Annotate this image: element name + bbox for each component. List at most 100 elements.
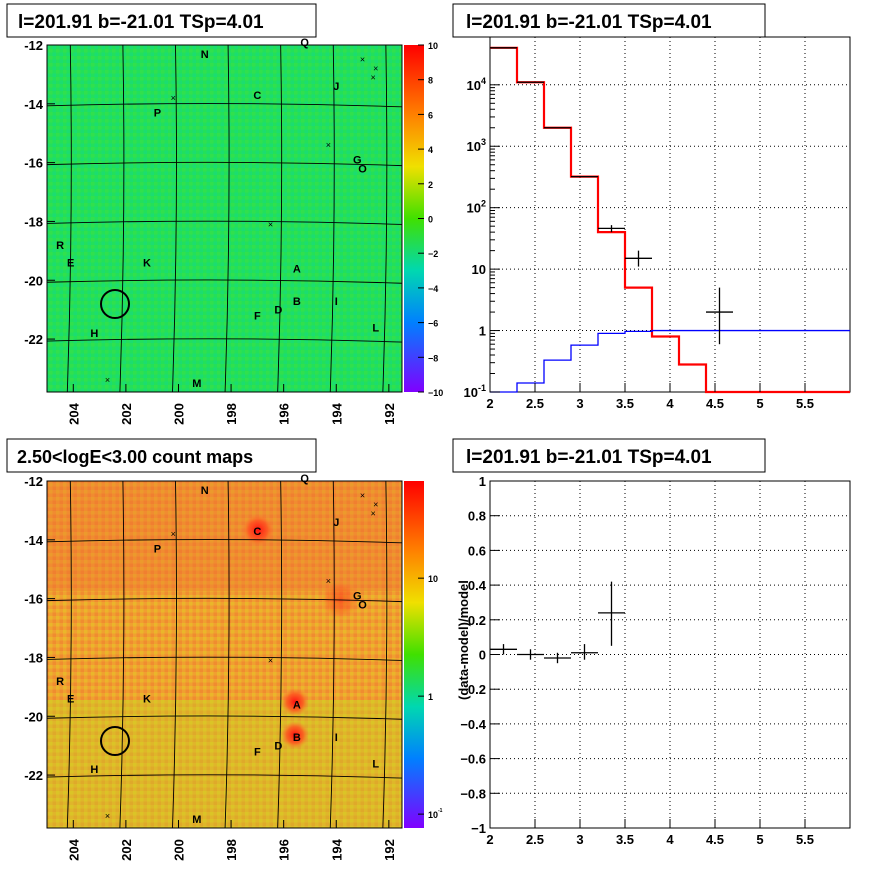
map-grid-meridian — [119, 44, 125, 393]
colorbar-tick-label: −2 — [428, 249, 438, 259]
spectrum-series — [490, 46, 850, 394]
point-source-marker: × — [373, 64, 378, 74]
x-tick-label: 2 — [486, 396, 493, 411]
point-source-marker: × — [370, 72, 375, 82]
title-box-top-left: l=201.91 b=-21.01 TSp=4.01 — [6, 3, 317, 38]
y-tick-label: −0.2 — [460, 682, 486, 697]
map-x-tick-label: 200 — [171, 403, 186, 425]
source-label: N — [201, 49, 209, 61]
source-label: H — [90, 328, 98, 340]
map-grid-parallel — [46, 715, 403, 720]
colorbar-tick-label: 8 — [428, 76, 433, 86]
source-label: A — [293, 699, 301, 711]
x-tick-label: 3.5 — [616, 832, 634, 847]
x-tick-label: 4 — [666, 396, 674, 411]
title-top-right: l=201.91 b=-21.01 TSp=4.01 — [466, 12, 712, 33]
map-x-tick-label: 198 — [224, 839, 239, 861]
map-x-tick-label: 196 — [277, 403, 292, 425]
title-box-top-right: l=201.91 b=-21.01 TSp=4.01 — [452, 3, 766, 38]
map-x-tick-label: 196 — [277, 839, 292, 861]
map-y-tick-label: -16 — [24, 156, 43, 171]
colorbar-tick-label: 10-1 — [428, 808, 443, 820]
point-source-marker: × — [373, 500, 378, 510]
source-label: E — [67, 694, 74, 706]
source-label: A — [293, 263, 301, 275]
map-grid-meridian — [172, 480, 177, 829]
source-label: C — [253, 90, 261, 102]
colorbar-tick-label: 10 — [428, 574, 438, 584]
map-grid-meridian — [382, 480, 388, 829]
map-y-tick-label: -12 — [24, 38, 43, 53]
source-label: P — [154, 108, 161, 120]
x-tick-label: 4.5 — [706, 832, 724, 847]
map-grid-parallel — [46, 656, 403, 661]
map-x-tick-label: 202 — [119, 839, 134, 861]
map-y-tick-label: -20 — [24, 273, 43, 288]
source-label: M — [192, 814, 201, 826]
colorbar-top-left — [404, 45, 424, 392]
x-tick-label: 2 — [486, 832, 493, 847]
source-label: L — [372, 322, 379, 334]
map-y-tick-label: -14 — [24, 533, 44, 548]
colorbar-tick-label: 1 — [428, 692, 433, 702]
y-tick-label: 10 — [472, 262, 486, 277]
map-grid-meridian — [119, 480, 125, 829]
y-tick-label: −1 — [471, 821, 486, 836]
map-y-tick-label: -18 — [24, 650, 43, 665]
map-x-tick-label: 192 — [382, 403, 397, 425]
x-tick-label: 3 — [576, 396, 583, 411]
source-label: N — [201, 485, 209, 497]
map-grid-meridian — [329, 480, 335, 829]
point-source-marker: × — [105, 811, 110, 821]
source-label: B — [293, 296, 301, 308]
source-label: L — [372, 758, 379, 770]
y-tick-label: −0.4 — [460, 717, 486, 732]
title-bottom-left: 2.50<logE<3.00 count maps — [17, 447, 253, 467]
x-tick-label: 5.5 — [796, 396, 814, 411]
colorbar-tick-label: 2 — [428, 180, 433, 190]
map-x-tick-label: 200 — [171, 839, 186, 861]
y-tick-label: 0.6 — [468, 543, 486, 558]
source-label: D — [274, 305, 282, 317]
target-circle-marker — [100, 289, 130, 319]
title-box-bottom-left: 2.50<logE<3.00 count maps — [6, 438, 317, 473]
colorbar-bottom-left — [404, 481, 424, 828]
residual-points — [490, 581, 625, 664]
y-tick-label: 104 — [467, 76, 486, 93]
source-label: G — [353, 155, 362, 167]
source-label: J — [333, 81, 339, 93]
y-tick-label: 0 — [479, 648, 486, 663]
point-source-marker: × — [171, 529, 176, 539]
map-y-tick-label: -20 — [24, 709, 43, 724]
map-bottom-left-grid — [46, 480, 403, 829]
source-label: H — [90, 764, 98, 776]
point-source-marker: × — [370, 508, 375, 518]
title-box-bottom-right: l=201.91 b=-21.01 TSp=4.01 — [452, 438, 766, 473]
target-circle-marker — [100, 726, 130, 756]
map-y-tick-label: -16 — [24, 592, 43, 607]
source-label: R — [56, 240, 64, 252]
map-top-left-image — [47, 45, 402, 392]
map-grid-meridian — [224, 44, 230, 393]
source-label: O — [358, 600, 367, 612]
y-tick-label: 103 — [467, 137, 486, 154]
source-label: R — [56, 676, 64, 688]
map-grid-meridian — [277, 480, 283, 829]
residual-y-axis-label: (data-model)/model — [456, 580, 471, 700]
map-x-tick-label: 192 — [382, 839, 397, 861]
y-tick-label: 0.2 — [468, 613, 486, 628]
y-tick-label: 0.4 — [468, 578, 487, 593]
map-top-left-ticks: 204 202 200 198 196 194 192-12-14-16-18-20-221… — [24, 38, 443, 425]
map-x-tick-label: 204 — [66, 402, 81, 424]
x-tick-label: 5 — [756, 396, 763, 411]
map-grid-meridian — [329, 44, 335, 393]
map-y-tick-label: -14 — [24, 97, 44, 112]
source-label: K — [143, 694, 151, 706]
map-grid-parallel — [46, 539, 403, 544]
source-label: F — [254, 311, 261, 323]
point-source-marker: × — [360, 55, 365, 65]
y-tick-label: −0.6 — [460, 752, 486, 767]
